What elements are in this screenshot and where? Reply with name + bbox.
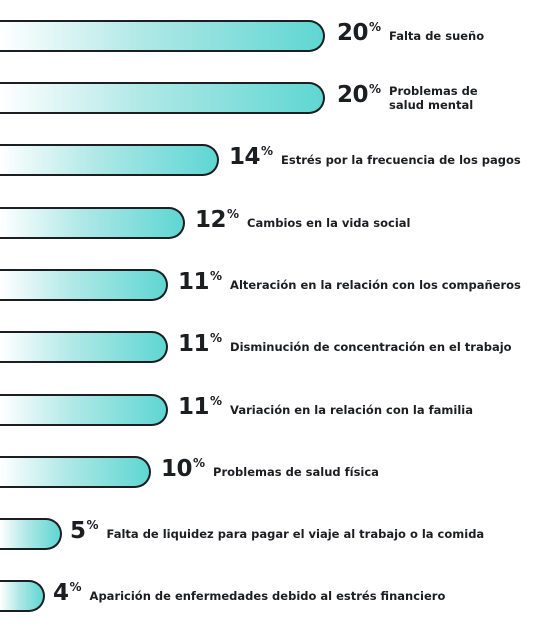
bar-row: 11% Variación en la relación con la famil… (0, 394, 538, 426)
bar-row: 20% Falta de sueño (0, 20, 538, 52)
value-label: 14% (229, 144, 274, 170)
value-number: 12 (195, 207, 227, 233)
value-number: 11 (178, 331, 210, 357)
value-label: 12% (195, 207, 240, 233)
value-number: 20 (337, 82, 369, 108)
bar (0, 207, 185, 239)
category-label: Estrés por la frecuencia de los pagos (281, 153, 521, 167)
bar-row: 20% Problemas de salud mental (0, 82, 538, 114)
bar (0, 456, 151, 488)
value-label: 11% (178, 394, 223, 420)
bar (0, 82, 325, 114)
value-suffix: % (227, 207, 240, 221)
value-number: 10 (161, 456, 193, 482)
value-suffix: % (69, 580, 82, 594)
value-label: 20% (337, 20, 382, 46)
category-label: Alteración en la relación con los compañ… (230, 278, 521, 292)
value-label: 4% (53, 580, 82, 606)
bar-row: 11% Alteración en la relación con los com… (0, 269, 538, 301)
bar (0, 144, 219, 176)
value-number: 20 (337, 20, 369, 46)
value-number: 14 (229, 144, 261, 170)
value-suffix: % (86, 518, 99, 532)
bar (0, 518, 62, 550)
value-label: 11% (178, 269, 223, 295)
bar (0, 331, 168, 363)
bar-row: 11% Disminución de concentración en el tr… (0, 331, 538, 363)
category-label: Variación en la relación con la familia (230, 403, 473, 417)
value-number: 5 (70, 518, 86, 544)
bar-row: 10% Problemas de salud física (0, 456, 538, 488)
value-label: 10% (161, 456, 206, 482)
category-label: Disminución de concentración en el traba… (230, 340, 512, 354)
value-suffix: % (369, 82, 382, 96)
value-suffix: % (210, 331, 223, 345)
category-label: Cambios en la vida social (247, 216, 411, 230)
value-label: 5% (70, 518, 99, 544)
value-label: 11% (178, 331, 223, 357)
bar (0, 20, 325, 52)
bar-row: 5% Falta de liquidez para pagar el viaje … (0, 518, 538, 550)
category-label: Falta de liquidez para pagar el viaje al… (106, 527, 485, 541)
value-suffix: % (193, 456, 206, 470)
bar-row: 12% Cambios en la vida social (0, 207, 538, 239)
value-number: 4 (53, 580, 69, 606)
category-label: Falta de sueño (389, 29, 485, 43)
category-label: Problemas de salud mental (389, 84, 478, 112)
value-number: 11 (178, 394, 210, 420)
bar-row: 4% Aparición de enfermedades debido al es… (0, 580, 538, 612)
category-label: Aparición de enfermedades debido al estr… (89, 589, 446, 603)
value-label: 20% (337, 82, 382, 108)
bar-row: 14% Estrés por la frecuencia de los pagos (0, 144, 538, 176)
value-number: 11 (178, 269, 210, 295)
bar (0, 269, 168, 301)
value-suffix: % (261, 144, 274, 158)
value-suffix: % (369, 20, 382, 34)
value-suffix: % (210, 394, 223, 408)
bar (0, 394, 168, 426)
bar (0, 580, 45, 612)
category-label: Problemas de salud física (213, 465, 379, 479)
value-suffix: % (210, 269, 223, 283)
